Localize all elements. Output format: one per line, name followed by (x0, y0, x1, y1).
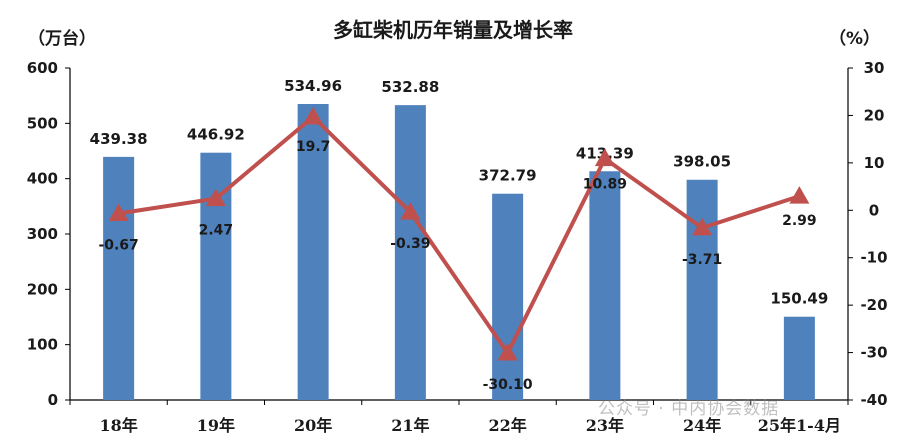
x-tick-label: 22年 (488, 416, 526, 435)
bar-value-label: 398.05 (673, 153, 731, 171)
growth-value-label: -3.71 (682, 252, 722, 268)
bar-value-label: 372.79 (479, 167, 537, 185)
bar (783, 316, 815, 400)
growth-value-label: -0.67 (98, 237, 138, 253)
left-tick-label: 600 (27, 59, 58, 77)
growth-point-marker (400, 202, 421, 220)
right-tick-label: 10 (864, 154, 885, 172)
right-tick-label: -30 (860, 344, 887, 362)
growth-value-label: 2.99 (782, 213, 817, 229)
growth-point-marker (108, 203, 129, 221)
left-tick-label: 200 (27, 280, 58, 298)
x-tick-label: 24年 (683, 416, 721, 435)
bar-value-label: 532.88 (381, 78, 439, 96)
bar-value-label: 150.49 (770, 290, 828, 308)
growth-value-label: -0.39 (390, 236, 430, 252)
x-tick-label: 19年 (197, 416, 235, 435)
growth-point-marker (497, 343, 518, 361)
growth-point-marker (303, 106, 324, 125)
bar-value-label: 534.96 (284, 77, 342, 95)
growth-point-marker (594, 148, 615, 167)
bar (492, 193, 524, 400)
bar (589, 171, 621, 400)
left-tick-label: 100 (27, 336, 58, 354)
growth-value-label: 2.47 (199, 223, 234, 239)
x-tick-label: 18年 (99, 416, 137, 435)
x-tick-label: 25年1-4月 (758, 416, 841, 435)
right-tick-label: 30 (864, 59, 885, 77)
chart-title: 多缸柴机历年销量及增长率 (333, 18, 573, 42)
x-tick-label: 20年 (294, 416, 332, 435)
growth-value-label: 10.89 (583, 177, 627, 193)
growth-point-marker (205, 188, 226, 207)
right-tick-label: -20 (860, 296, 887, 314)
left-tick-label: 500 (27, 114, 58, 132)
x-tick-label: 23年 (586, 416, 624, 435)
growth-value-label: 19.7 (296, 139, 331, 155)
bar (103, 156, 135, 400)
growth-point-marker (692, 217, 713, 236)
growth-line (118, 114, 800, 356)
x-tick-label: 21年 (391, 416, 429, 435)
left-tick-label: 400 (27, 170, 58, 188)
bar (686, 179, 718, 400)
bar-value-label: 439.38 (90, 130, 148, 148)
right-tick-label: 20 (864, 106, 885, 124)
right-tick-label: -40 (860, 391, 887, 409)
watermark-text: 公众号 · 中内协会数据 (598, 399, 780, 419)
bar (297, 103, 329, 400)
growth-value-label: -30.10 (483, 377, 533, 393)
left-tick-label: 300 (27, 225, 58, 243)
bar-value-label: 446.92 (187, 126, 245, 144)
left-tick-label: 0 (48, 391, 58, 409)
left-axis-unit: （万台） (28, 29, 96, 49)
right-tick-label: 0 (869, 201, 879, 219)
bar (394, 105, 426, 400)
growth-point-marker (789, 186, 810, 204)
right-axis-unit: （%） (828, 29, 880, 49)
right-tick-label: -10 (860, 249, 887, 267)
